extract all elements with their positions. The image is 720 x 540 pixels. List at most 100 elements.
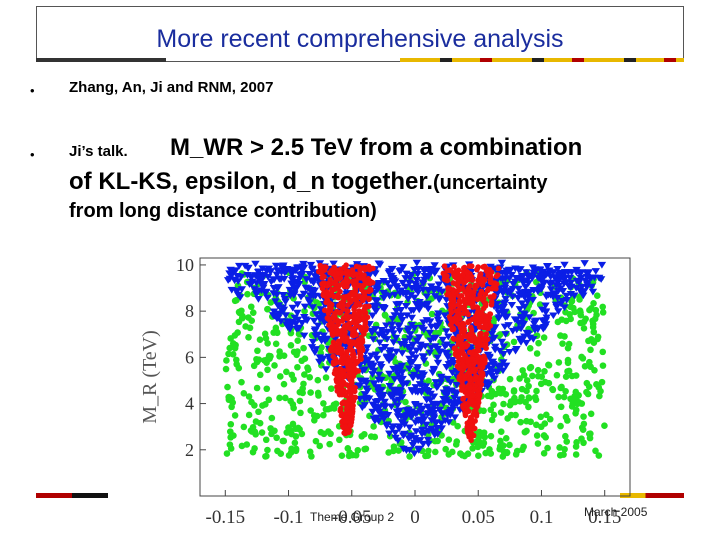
green-point: [534, 432, 541, 439]
green-point: [315, 377, 322, 384]
green-point: [300, 345, 307, 352]
red-point: [362, 290, 368, 296]
red-point: [349, 417, 355, 423]
green-point: [541, 334, 548, 341]
red-point: [359, 283, 365, 289]
green-point: [252, 431, 259, 438]
green-point: [573, 407, 580, 414]
red-point: [468, 325, 474, 331]
green-point: [320, 412, 327, 419]
title-box: More recent comprehensive analysis: [36, 6, 684, 62]
red-point: [342, 418, 348, 424]
red-point: [447, 285, 453, 291]
red-point: [456, 279, 462, 285]
green-point: [529, 373, 536, 380]
red-point: [455, 353, 461, 359]
red-point: [455, 337, 461, 343]
green-point: [445, 451, 452, 458]
green-point: [587, 435, 594, 442]
green-point: [577, 309, 584, 316]
green-point: [293, 448, 300, 455]
red-point: [356, 368, 362, 374]
green-point: [500, 401, 507, 408]
bullet-2-line2: of KL-KS, epsilon, d_n together.: [69, 168, 433, 195]
green-point: [230, 432, 237, 439]
red-point: [366, 296, 372, 302]
red-point: [362, 304, 368, 310]
green-point: [555, 319, 562, 326]
green-point: [446, 436, 453, 443]
green-point: [557, 452, 564, 459]
y-tick-label: 6: [185, 347, 194, 367]
green-point: [280, 438, 287, 445]
green-point: [578, 354, 585, 361]
x-tick-label: 0: [410, 507, 420, 528]
red-point: [361, 315, 367, 321]
green-point: [475, 452, 482, 459]
green-point: [281, 352, 288, 359]
x-tick-label: -0.1: [273, 507, 303, 528]
red-point: [337, 345, 343, 351]
red-point: [447, 268, 453, 274]
green-point: [573, 439, 580, 446]
red-point: [448, 322, 454, 328]
red-point: [325, 291, 331, 297]
red-point: [350, 371, 356, 377]
green-point: [225, 351, 232, 358]
red-point: [470, 296, 476, 302]
green-point: [232, 412, 239, 419]
green-point: [264, 340, 271, 347]
green-point: [498, 409, 505, 416]
green-point: [402, 399, 409, 406]
green-point: [264, 366, 271, 373]
red-point: [337, 289, 343, 295]
green-point: [248, 399, 255, 406]
footer-right: March 2005: [584, 505, 647, 519]
red-point: [480, 282, 486, 288]
green-point: [581, 325, 588, 332]
blue-point: [424, 441, 432, 448]
red-point: [318, 265, 324, 271]
bullet-glyph: •: [30, 147, 35, 162]
green-point: [580, 413, 587, 420]
green-point: [301, 371, 308, 378]
red-point: [480, 356, 486, 362]
red-point: [347, 297, 353, 303]
green-point: [297, 410, 304, 417]
green-point: [432, 449, 439, 456]
red-point: [358, 335, 364, 341]
green-point: [307, 389, 314, 396]
green-point: [517, 398, 524, 405]
green-point: [425, 378, 432, 385]
green-point: [562, 433, 569, 440]
green-point: [266, 396, 273, 403]
red-point: [331, 294, 337, 300]
red-point: [459, 285, 465, 291]
green-point: [271, 362, 278, 369]
green-point: [564, 368, 571, 375]
red-point: [356, 293, 362, 299]
red-point: [471, 349, 477, 355]
red-point: [351, 307, 357, 313]
green-point: [564, 417, 571, 424]
red-point: [475, 264, 481, 270]
red-point: [476, 400, 482, 406]
green-point: [323, 406, 330, 413]
bullet-2-line2-wrap: of KL-KS, epsilon, d_n together.(uncerta…: [69, 168, 547, 196]
red-point: [474, 375, 480, 381]
green-point: [600, 362, 607, 369]
green-point: [336, 437, 343, 444]
green-point: [594, 292, 601, 299]
red-point: [494, 274, 500, 280]
green-point: [544, 445, 551, 452]
green-point: [465, 450, 472, 457]
green-point: [288, 342, 295, 349]
green-point: [481, 440, 488, 447]
green-point: [588, 411, 595, 418]
blue-point: [405, 424, 413, 431]
red-point: [467, 418, 473, 424]
red-point: [348, 377, 354, 383]
red-point: [335, 271, 341, 277]
red-point: [473, 313, 479, 319]
green-point: [263, 359, 270, 366]
